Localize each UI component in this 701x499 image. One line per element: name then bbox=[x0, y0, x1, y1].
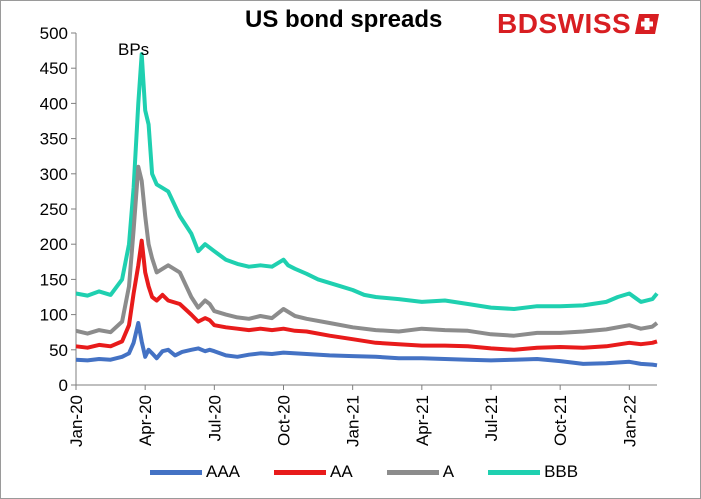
bdswiss-logo: BD SWISS bbox=[497, 7, 661, 41]
y-tick-label: 500 bbox=[40, 24, 68, 43]
chart-title: US bond spreads bbox=[245, 6, 443, 33]
legend-item-aa: AA bbox=[274, 462, 353, 482]
x-tick-label: Jan-22 bbox=[620, 395, 639, 447]
series-layer bbox=[75, 52, 659, 368]
legend-label: A bbox=[442, 462, 455, 481]
swiss-cross-icon bbox=[635, 14, 660, 34]
y-tick-label: 150 bbox=[40, 270, 68, 289]
x-tick-label: Jul-20 bbox=[205, 395, 224, 441]
legend: AAA AA A BBB bbox=[150, 462, 612, 482]
legend-label: BBB bbox=[544, 462, 579, 481]
x-tick-label: Oct-20 bbox=[275, 395, 294, 446]
x-tick-label: Oct-21 bbox=[551, 395, 570, 446]
x-tick-label: Jan-21 bbox=[344, 395, 363, 447]
y-tick-label: 100 bbox=[40, 306, 68, 325]
legend-label: AAA bbox=[206, 462, 241, 481]
legend-swatch bbox=[274, 469, 327, 475]
y-tick-label: 350 bbox=[40, 130, 68, 149]
legend-swatch bbox=[488, 469, 541, 475]
x-tick-label: Jul-21 bbox=[482, 395, 501, 441]
legend-swatch bbox=[150, 469, 202, 475]
y-tick-label: 450 bbox=[40, 59, 68, 78]
y-tick-label: 200 bbox=[40, 235, 68, 254]
series-line-a bbox=[75, 164, 659, 338]
legend-item-bbb: BBB bbox=[488, 462, 578, 482]
y-tick-label: 300 bbox=[40, 165, 68, 184]
logo-text-bd: BD bbox=[497, 8, 539, 39]
series-line-aa bbox=[75, 238, 658, 352]
y-tick-label: 50 bbox=[49, 341, 68, 360]
y-tick-label: 250 bbox=[40, 200, 68, 219]
y-tick-label: 400 bbox=[40, 94, 68, 113]
series-line-aaa bbox=[75, 321, 658, 368]
series-line-bbb bbox=[75, 52, 659, 311]
x-tick-label: Apr-21 bbox=[413, 395, 432, 446]
legend-label: AA bbox=[330, 462, 353, 481]
x-tick-label: Apr-20 bbox=[136, 395, 155, 446]
axes: 0 50 100 150 200 250 300 350 400 450 500 Jan-20 Apr-… bbox=[40, 24, 657, 447]
logo-text-swiss: SWISS bbox=[538, 8, 632, 39]
legend-swatch bbox=[386, 469, 439, 475]
legend-item-aaa: AAA bbox=[150, 462, 240, 482]
x-tick-label: Jan-20 bbox=[67, 395, 86, 447]
units-annotation: BPs bbox=[118, 40, 149, 59]
legend-item-a: A bbox=[386, 462, 455, 482]
y-tick-label: 0 bbox=[59, 376, 68, 395]
